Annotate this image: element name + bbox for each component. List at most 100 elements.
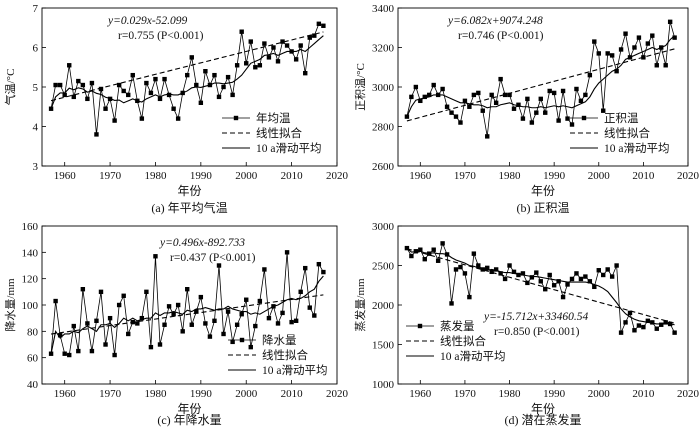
data-point: [583, 274, 588, 279]
legend-label-moving-average: 10 a滑动平均: [256, 142, 321, 155]
data-point: [422, 256, 427, 262]
data-point: [453, 114, 459, 119]
data-point: [543, 110, 548, 115]
data-point: [645, 318, 651, 323]
data-point: [53, 82, 58, 88]
data-point: [654, 63, 659, 68]
data-point: [605, 51, 610, 56]
legend-marker-observed: [233, 115, 239, 121]
data-point: [198, 294, 204, 300]
legend-label-observed: 正积温: [604, 111, 639, 125]
data-point: [458, 264, 463, 270]
panel-b: 1960 1970 1980 1990 2000 2010 2020 2600 2800 3000…: [354, 3, 700, 215]
data-point: [126, 92, 131, 98]
data-point: [663, 63, 668, 68]
data-point: [493, 100, 499, 105]
data-point: [489, 92, 494, 98]
data-point: [618, 330, 624, 335]
data-point: [253, 65, 258, 70]
data-point: [293, 318, 299, 323]
data-point: [216, 263, 222, 268]
data-point: [126, 331, 131, 337]
x-tick-label: 2000: [588, 170, 611, 182]
data-point: [601, 108, 606, 113]
data-point: [185, 287, 190, 292]
data-point: [556, 118, 561, 123]
data-point: [409, 253, 414, 259]
data-point: [650, 33, 655, 38]
data-point: [312, 33, 317, 38]
x-tick-label: 1990: [543, 170, 566, 182]
data-point: [431, 82, 436, 88]
x-tick-label: 1980: [144, 170, 167, 182]
data-point: [262, 41, 267, 46]
data-point: [592, 284, 597, 290]
data-point: [107, 315, 113, 321]
data-point: [565, 116, 570, 121]
data-point: [560, 294, 566, 300]
data-point: [453, 267, 459, 272]
data-point: [116, 82, 122, 88]
x-tick-label: 1970: [454, 388, 477, 400]
data-point: [650, 320, 655, 325]
data-point: [609, 53, 615, 58]
legend-label-moving-average: 10 a滑动平均: [440, 350, 505, 363]
y-tick-label: 2600: [372, 161, 395, 173]
data-point: [440, 86, 445, 92]
x-tick-label: 1960: [409, 170, 432, 182]
data-point: [162, 322, 167, 327]
data-point: [203, 69, 208, 74]
y-axis-title: 气温/°C: [3, 69, 17, 106]
data-point: [462, 98, 468, 104]
data-point: [71, 323, 76, 329]
data-point: [480, 267, 485, 272]
data-point: [234, 322, 240, 327]
data-point: [207, 82, 213, 88]
regression-stats: r=0.746 (P<0.001): [458, 30, 544, 42]
data-point: [148, 90, 154, 96]
data-point: [67, 352, 72, 358]
data-point: [248, 344, 253, 350]
data-point: [94, 318, 99, 323]
y-tick-label: 2000: [372, 300, 395, 312]
data-point: [230, 92, 235, 98]
data-point: [234, 63, 240, 68]
data-point: [321, 23, 326, 28]
data-point: [284, 43, 290, 48]
data-point: [89, 348, 95, 354]
data-point: [507, 263, 512, 268]
legend-label-observed: 年均温: [256, 111, 291, 125]
data-point: [189, 55, 194, 60]
data-point: [153, 254, 158, 259]
data-point: [583, 92, 588, 98]
data-point: [551, 283, 557, 288]
data-point: [498, 76, 503, 82]
regression-stats: r=0.850 (P<0.001): [494, 326, 580, 338]
data-point: [103, 106, 108, 111]
data-point: [67, 63, 72, 68]
data-point: [543, 287, 548, 292]
y-tick-label: 160: [22, 221, 39, 233]
data-point: [596, 51, 601, 56]
data-point: [289, 49, 294, 54]
y-tick-label: 7: [33, 3, 39, 15]
data-point: [663, 320, 668, 325]
data-point: [303, 70, 308, 76]
data-point: [221, 84, 226, 90]
data-point: [162, 76, 167, 82]
data-point: [641, 324, 646, 330]
x-tick-label: 2000: [235, 170, 258, 182]
data-point: [298, 289, 303, 295]
data-point: [171, 106, 176, 111]
data-point: [135, 98, 140, 104]
data-point: [449, 301, 454, 306]
y-tick-label: 1000: [372, 379, 395, 391]
data-point: [57, 333, 63, 338]
y-tick-label: 3: [33, 161, 39, 173]
y-tick-label: 100: [22, 300, 39, 312]
data-point: [148, 344, 154, 350]
data-point: [458, 120, 463, 125]
data-point: [592, 39, 597, 44]
data-point: [547, 88, 552, 94]
